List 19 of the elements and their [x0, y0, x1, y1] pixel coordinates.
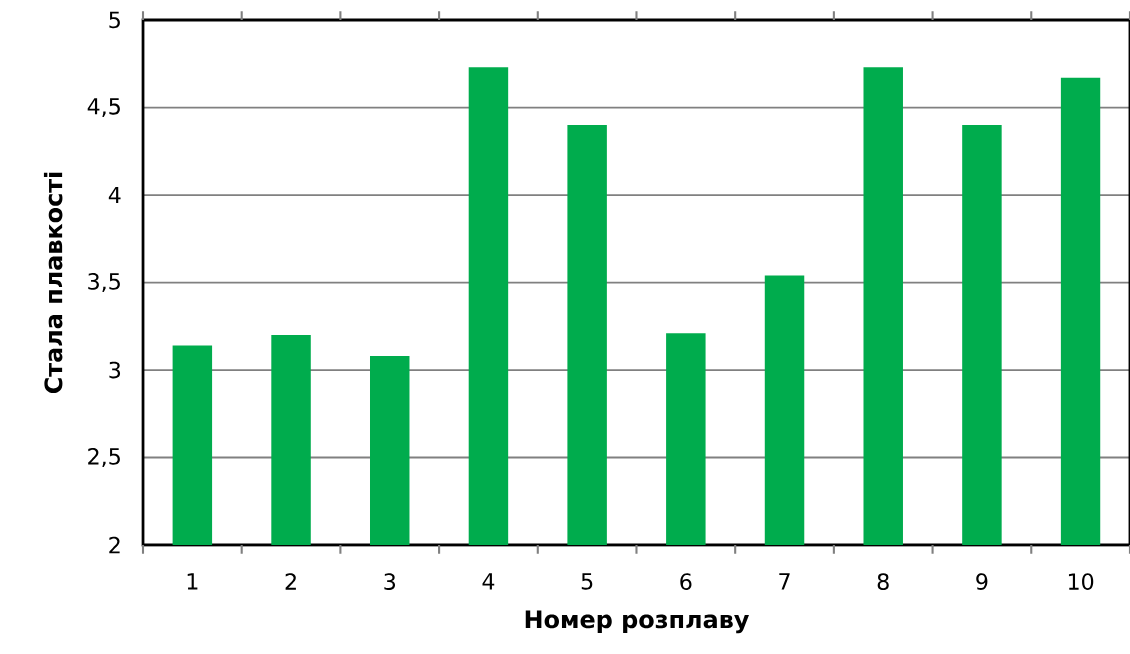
- y-axis-title: Стала плавкості: [43, 172, 63, 394]
- y-tick-label: 5: [109, 11, 120, 29]
- y-tick-label: 3: [109, 361, 121, 379]
- x-tick-label: 10: [1068, 573, 1094, 590]
- y-tick-label: 2,5: [88, 448, 120, 468]
- x-tick-label: 4: [482, 573, 495, 590]
- x-tick-label: 5: [581, 573, 593, 590]
- x-tick-label: 3: [384, 573, 396, 590]
- x-tick-label: 9: [976, 573, 988, 590]
- x-tick-label: 2: [285, 573, 296, 590]
- y-tick-label: 4,5: [87, 98, 120, 117]
- y-tick-label: 4: [108, 186, 121, 204]
- x-tick-label: 6: [680, 573, 692, 590]
- x-tick-label: 8: [877, 573, 889, 590]
- y-tick-label: 2: [109, 536, 120, 554]
- y-tick-label: 3,5: [88, 273, 120, 293]
- x-tick-label: 7: [779, 573, 790, 590]
- x-tick-label: 1: [187, 573, 198, 590]
- x-axis-title: Номер розплаву: [525, 610, 749, 634]
